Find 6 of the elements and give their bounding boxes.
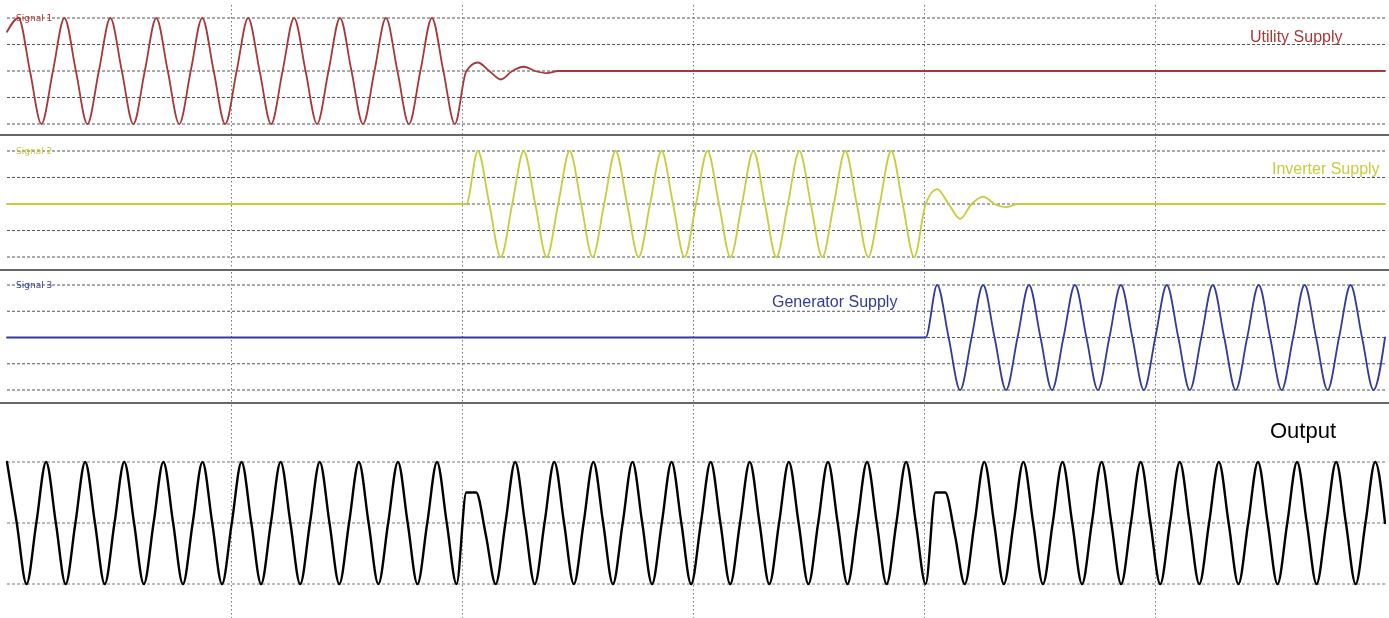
- series-label: Generator Supply: [772, 293, 898, 310]
- y-axis-title: Signal 3: [16, 280, 53, 290]
- y-axis-title: Signal 2: [16, 146, 53, 156]
- series-label: Inverter Supply: [1272, 160, 1380, 177]
- series-label: Output: [1270, 418, 1337, 443]
- series-label: Utility Supply: [1250, 28, 1343, 45]
